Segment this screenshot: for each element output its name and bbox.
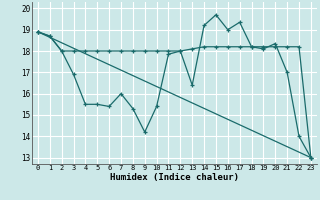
X-axis label: Humidex (Indice chaleur): Humidex (Indice chaleur) — [110, 173, 239, 182]
